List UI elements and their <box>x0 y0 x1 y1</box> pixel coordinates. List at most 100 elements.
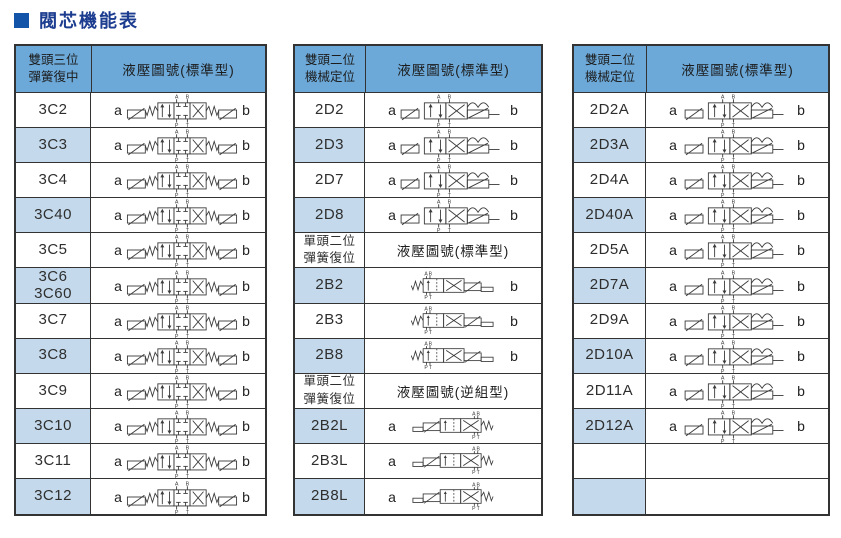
svg-text:P: P <box>721 404 725 408</box>
svg-text:B: B <box>476 482 480 488</box>
svg-text:B: B <box>186 481 190 487</box>
subsection-spool-type: 單頭二位 彈簧復位 <box>295 233 365 268</box>
valve-symbol: A BP T <box>126 410 238 443</box>
svg-text:B: B <box>186 375 190 381</box>
svg-text:P: P <box>721 299 725 303</box>
svg-text:T: T <box>732 123 736 127</box>
spool-code: 3C7 <box>16 303 91 338</box>
svg-text:B: B <box>448 130 452 136</box>
label-a: a <box>388 488 396 505</box>
label-a: a <box>114 382 122 399</box>
subsection-header-row: 單頭二位 彈簧復位 液壓圖號(標準型) <box>295 233 541 269</box>
svg-text:P: P <box>175 263 179 267</box>
table-header: 雙頭二位 機械定位 液壓圖號(標準型) <box>574 46 828 93</box>
valve-symbol: A BP T <box>684 130 784 162</box>
header-diagram-title: 液壓圖號(標準型) <box>397 63 510 78</box>
svg-text:T: T <box>186 193 190 197</box>
label-a: a <box>669 312 677 329</box>
table-header: 雙頭三位 彈簧復中 液壓圖號(標準型) <box>16 46 265 93</box>
header-diagram-title: 液壓圖號(標準型) <box>122 63 235 78</box>
svg-text:T: T <box>186 510 190 514</box>
svg-text:T: T <box>732 334 736 338</box>
svg-text:T: T <box>186 123 190 127</box>
svg-text:P: P <box>424 330 428 335</box>
label-a: a <box>114 102 122 119</box>
svg-text:A: A <box>424 341 428 347</box>
label-b: b <box>797 312 805 329</box>
svg-text:A: A <box>175 94 179 100</box>
spool-code: 2D2A <box>574 93 646 128</box>
svg-text:A: A <box>721 130 725 136</box>
svg-text:A: A <box>437 200 441 206</box>
label-a: a <box>669 207 677 224</box>
svg-text:T: T <box>186 299 190 303</box>
valve-symbol: A BP T <box>411 271 494 300</box>
svg-text:A: A <box>721 200 725 206</box>
valve-symbol: A BP T <box>411 341 494 370</box>
table-row <box>574 443 828 480</box>
svg-text:B: B <box>448 165 452 171</box>
label-b: b <box>242 102 250 119</box>
svg-text:B: B <box>732 305 736 311</box>
label-a: a <box>114 452 122 469</box>
svg-text:A: A <box>437 94 441 100</box>
subsection-spool-type: 單頭二位 彈簧復位 <box>295 373 365 408</box>
svg-text:P: P <box>437 193 441 197</box>
svg-text:P: P <box>175 193 179 197</box>
header-spool-type: 雙頭二位 機械定位 <box>295 46 366 92</box>
svg-text:P: P <box>175 510 179 514</box>
valve-symbol: A BP T <box>684 94 784 127</box>
svg-text:T: T <box>477 471 480 476</box>
svg-text:P: P <box>437 123 441 127</box>
svg-text:P: P <box>721 439 725 443</box>
label-a: a <box>669 102 677 119</box>
svg-text:B: B <box>732 410 736 416</box>
label-b: b <box>510 137 518 154</box>
valve-symbol: A BP T <box>126 375 238 408</box>
subsection-header-row: 單頭二位 彈簧復位 液壓圖號(逆組型) <box>295 373 541 409</box>
spool-code: 2D7A <box>574 268 646 303</box>
spool-code: 3C8 <box>16 338 91 373</box>
svg-text:A: A <box>437 130 441 136</box>
svg-text:T: T <box>732 439 736 443</box>
valve-symbol: A BP T <box>684 200 784 232</box>
svg-text:B: B <box>732 130 736 136</box>
label-b: b <box>510 277 518 294</box>
valve-symbol: A BP T <box>126 130 238 162</box>
svg-text:A: A <box>721 340 725 346</box>
label-a: a <box>669 137 677 154</box>
spool-code: 3C6 3C60 <box>16 268 91 303</box>
label-a: a <box>114 488 122 505</box>
valve-symbol: A BP T <box>126 200 238 232</box>
svg-text:A: A <box>175 130 179 136</box>
svg-text:T: T <box>732 158 736 162</box>
spool-code: 2D8 <box>295 198 365 233</box>
svg-text:T: T <box>186 228 190 232</box>
label-a: a <box>388 417 396 434</box>
svg-text:T: T <box>732 369 736 373</box>
svg-text:B: B <box>429 341 433 347</box>
